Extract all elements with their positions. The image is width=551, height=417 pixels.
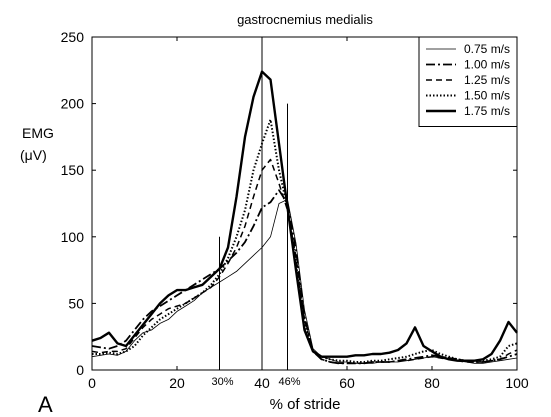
reference-vline-label: 30%: [211, 376, 233, 388]
legend-label: 1.25 m/s: [464, 73, 510, 87]
y-axis-label-line1: EMG: [22, 125, 54, 141]
panel-label: A: [38, 392, 53, 417]
y-tick-label: 250: [61, 29, 85, 45]
series-line: [92, 118, 518, 363]
series-line: [91, 189, 518, 365]
legend-label: 0.75 m/s: [464, 42, 510, 56]
x-tick-label: 40: [254, 375, 270, 391]
y-tick-label: 200: [61, 96, 85, 112]
x-axis-label: % of stride: [270, 396, 341, 413]
y-tick-label: 50: [68, 295, 84, 311]
x-tick-label: 100: [505, 375, 529, 391]
reference-vline-label: 46%: [278, 376, 300, 388]
y-axis-label-line2: (μV): [20, 147, 47, 163]
plot-frame: [91, 36, 518, 371]
legend-label: 1.75 m/s: [464, 104, 510, 118]
x-tick-label: 60: [339, 375, 355, 391]
plot-area: 0 20 40 60 80 100 0 50 100 150 200 250 30% 46% 0.75 m/…: [61, 29, 529, 391]
legend-label: 1.00 m/s: [464, 58, 510, 72]
y-tick-label: 0: [76, 362, 84, 378]
y-tick-label: 150: [61, 162, 85, 178]
series-line: [91, 70, 518, 362]
y-tick-label: 100: [61, 229, 85, 245]
series-line: [91, 199, 518, 364]
chart-title: gastrocnemius medialis: [237, 12, 373, 27]
legend-label: 1.50 m/s: [464, 89, 510, 103]
x-tick-label: 0: [88, 375, 96, 391]
x-tick-label: 80: [424, 375, 440, 391]
x-tick-label: 20: [169, 375, 185, 391]
